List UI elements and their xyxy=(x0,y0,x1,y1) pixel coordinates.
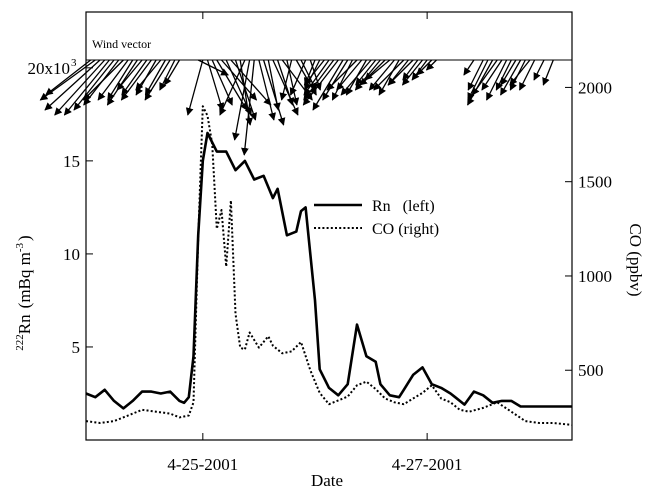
plot-frame xyxy=(85,11,573,441)
wind-vector-arrow xyxy=(121,59,148,96)
wind-vector-arrow xyxy=(286,59,300,106)
wind-vector-arrow xyxy=(467,59,494,106)
wind-vector-arrow xyxy=(509,59,531,86)
co-series-line xyxy=(85,105,573,426)
rn-series-line xyxy=(85,131,572,410)
left-y-tick-label: 5 xyxy=(72,338,81,357)
wind-vector-arrow xyxy=(54,59,106,116)
wind-vector-arrow xyxy=(116,59,143,91)
wind-vector-arrow xyxy=(135,59,162,91)
wind-vector-arrow xyxy=(219,59,246,116)
left-y-multiplier-exponent: 3 xyxy=(71,57,77,69)
wind-vector-arrow xyxy=(73,59,115,111)
wind-vector-arrow xyxy=(262,59,286,126)
x-ticks: 4-25-2001 4-27-2001 xyxy=(167,12,463,474)
left-y-axis-label-close: ) xyxy=(15,235,34,241)
x-axis-label: Date xyxy=(311,471,343,490)
legend: Rn (left) CO (right) xyxy=(314,198,439,238)
wind-vector-arrow xyxy=(206,59,225,111)
wind-vector-arrow xyxy=(302,59,339,106)
left-y-tick-label: 15 xyxy=(63,152,80,171)
wind-vector-arrow xyxy=(467,59,489,101)
wind-vector-annotation: Wind vector xyxy=(92,37,151,51)
x-tick-label: 4-25-2001 xyxy=(167,455,238,474)
wind-vectors xyxy=(39,59,572,156)
wind-vector-arrow xyxy=(234,59,257,121)
wind-vector-arrow xyxy=(241,59,255,156)
wind-vector-arrow xyxy=(373,59,405,91)
wind-vector-arrow xyxy=(63,59,110,116)
wind-vector-arrow xyxy=(486,59,508,101)
wind-vector-arrow xyxy=(82,59,124,101)
x-tick-label: 4-27-2001 xyxy=(392,455,463,474)
right-y-tick-label: 500 xyxy=(578,361,604,380)
left-y-ticks: 5 10 15 20x10 3 xyxy=(28,57,93,357)
wind-vector-arrow xyxy=(197,59,229,76)
wind-vector-arrow xyxy=(276,59,295,106)
wind-vector-arrow xyxy=(211,59,233,106)
wind-vector-arrow xyxy=(144,59,166,96)
wind-vector-arrow xyxy=(336,59,363,91)
wind-vector-arrow xyxy=(533,59,545,81)
right-y-axis-label: CO (ppbv) xyxy=(626,223,645,296)
wind-vector-arrow xyxy=(163,59,181,86)
wind-vector-arrow xyxy=(467,59,484,91)
wind-vector-arrow xyxy=(44,59,101,111)
wind-vector-arrow xyxy=(303,59,335,101)
right-y-tick-label: 2000 xyxy=(578,78,612,97)
left-y-axis-label-units: (mBq m xyxy=(15,252,34,308)
wind-vector-arrow xyxy=(364,59,386,81)
wind-vector-arrow xyxy=(144,59,171,101)
left-y-tick-label: 10 xyxy=(63,245,80,264)
wind-vector-arrow xyxy=(402,59,419,81)
wind-vector-arrow xyxy=(481,59,503,91)
left-y-axis-label-main: Rn xyxy=(15,314,34,334)
left-y-tick-label: 20x10 xyxy=(28,59,71,78)
wind-vector-arrow xyxy=(326,59,358,91)
wind-vector-arrow xyxy=(267,59,281,111)
wind-vector-arrow xyxy=(495,59,512,91)
wind-vector-arrow xyxy=(322,59,349,101)
wind-vector-arrow xyxy=(289,59,307,96)
left-y-axis-label: 222Rn (mBq m-3) xyxy=(14,235,34,350)
wind-vector-arrow xyxy=(279,59,293,101)
legend-label-co: CO (right) xyxy=(372,221,439,238)
wind-vector-arrow xyxy=(185,59,204,116)
wind-vector-arrow xyxy=(159,59,176,91)
wind-vector-arrow xyxy=(331,59,353,101)
wind-vector-arrow xyxy=(107,59,134,101)
wind-vector-arrow xyxy=(471,59,498,96)
wind-vector-arrow xyxy=(359,59,391,86)
wind-vector-arrow xyxy=(120,59,152,101)
wind-vector-arrow xyxy=(97,59,129,101)
legend-label-rn: Rn (left) xyxy=(372,198,435,215)
wind-vector-arrow xyxy=(387,59,414,86)
wind-vector-arrow xyxy=(45,59,92,96)
wind-vector-arrow xyxy=(272,59,299,116)
right-y-ticks: 500 1000 1500 2000 xyxy=(565,78,612,380)
wind-vector-arrow xyxy=(519,59,536,91)
left-y-axis-label-superscript: 222 xyxy=(14,334,26,351)
wind-vector-arrow xyxy=(500,59,517,86)
wind-vector-arrow xyxy=(303,59,330,96)
wind-vector-arrow xyxy=(258,59,276,121)
right-y-tick-label: 1500 xyxy=(578,173,612,192)
wind-vector-arrow xyxy=(463,59,475,76)
wind-vector-arrow xyxy=(425,59,437,71)
wind-vector-arrow xyxy=(303,59,325,86)
right-y-tick-label: 1000 xyxy=(578,267,612,286)
wind-vector-arrow xyxy=(232,59,251,141)
series-layer xyxy=(85,105,573,426)
wind-vector-arrow xyxy=(542,59,554,86)
left-y-axis-label-units-superscript: -3 xyxy=(14,242,26,252)
